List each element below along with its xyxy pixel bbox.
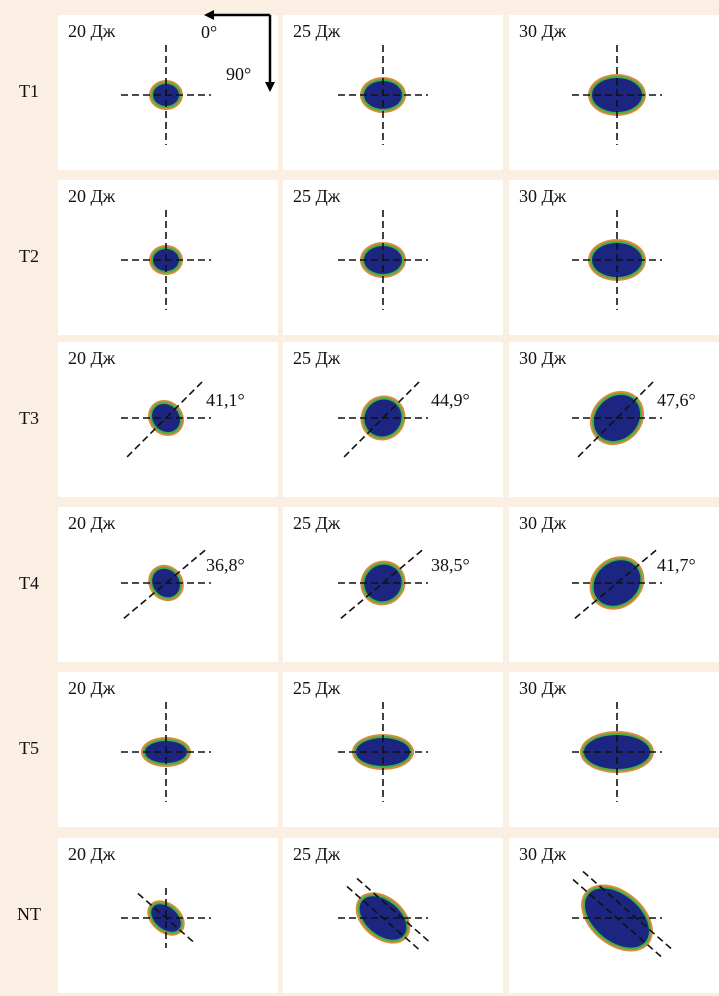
- figure: T120 Дж25 Дж30 ДжT220 Дж25 Дж30 ДжT320 Д…: [0, 0, 719, 996]
- image-panel: 20 Дж: [58, 15, 278, 170]
- panel-graphic: 25 Дж 44,9°: [283, 342, 503, 497]
- panel-graphic: 30 Дж 47,6°: [509, 342, 719, 497]
- energy-label: 25 Дж: [293, 513, 341, 533]
- energy-label: 25 Дж: [293, 678, 341, 698]
- image-panel: 25 Дж: [283, 180, 503, 335]
- panel-graphic: 30 Дж: [509, 838, 719, 993]
- energy-label: 30 Дж: [519, 348, 567, 368]
- image-panel: 25 Дж 44,9°: [283, 342, 503, 497]
- energy-label: 30 Дж: [519, 513, 567, 533]
- panel-graphic: 25 Дж 38,5°: [283, 507, 503, 662]
- image-panel: 20 Дж 41,1°: [58, 342, 278, 497]
- panel-graphic: 20 Дж: [58, 15, 278, 170]
- image-panel: 25 Дж: [283, 672, 503, 827]
- image-panel: 30 Дж: [509, 838, 719, 993]
- image-panel: 20 Дж 36,8°: [58, 507, 278, 662]
- panel-graphic: 30 Дж: [509, 672, 719, 827]
- energy-label: 25 Дж: [293, 844, 341, 864]
- panel-graphic: 25 Дж: [283, 15, 503, 170]
- panel-graphic: 20 Дж 41,1°: [58, 342, 278, 497]
- panel-graphic: 25 Дж: [283, 180, 503, 335]
- panel-graphic: 20 Дж: [58, 672, 278, 827]
- energy-label: 25 Дж: [293, 348, 341, 368]
- angle-label: 36,8°: [206, 555, 245, 575]
- energy-label: 20 Дж: [68, 844, 116, 864]
- row-label: T3: [0, 408, 58, 429]
- angle-label: 41,7°: [657, 555, 696, 575]
- panel-graphic: 20 Дж: [58, 838, 278, 993]
- energy-label: 30 Дж: [519, 186, 567, 206]
- angle-label: 47,6°: [657, 390, 696, 410]
- panel-graphic: 30 Дж: [509, 180, 719, 335]
- row-label: T4: [0, 573, 58, 594]
- image-panel: 30 Дж: [509, 15, 719, 170]
- image-panel: 20 Дж: [58, 180, 278, 335]
- energy-label: 20 Дж: [68, 513, 116, 533]
- image-panel: 25 Дж: [283, 15, 503, 170]
- row-label: T2: [0, 246, 58, 267]
- angle-label: 44,9°: [431, 390, 470, 410]
- angle-label: 38,5°: [431, 555, 470, 575]
- panel-graphic: 25 Дж: [283, 672, 503, 827]
- image-panel: 20 Дж: [58, 838, 278, 993]
- image-panel: 30 Дж: [509, 180, 719, 335]
- image-panel: 30 Дж 41,7°: [509, 507, 719, 662]
- energy-label: 20 Дж: [68, 186, 116, 206]
- image-panel: 30 Дж 47,6°: [509, 342, 719, 497]
- image-panel: 25 Дж 38,5°: [283, 507, 503, 662]
- energy-label: 20 Дж: [68, 678, 116, 698]
- energy-label: 30 Дж: [519, 21, 567, 41]
- image-panel: 20 Дж: [58, 672, 278, 827]
- panel-graphic: 20 Дж: [58, 180, 278, 335]
- energy-label: 30 Дж: [519, 844, 567, 864]
- panel-graphic: 30 Дж: [509, 15, 719, 170]
- energy-label: 20 Дж: [68, 21, 116, 41]
- angle-label: 41,1°: [206, 390, 245, 410]
- energy-label: 20 Дж: [68, 348, 116, 368]
- panel-graphic: 30 Дж 41,7°: [509, 507, 719, 662]
- image-panel: 30 Дж: [509, 672, 719, 827]
- energy-label: 25 Дж: [293, 21, 341, 41]
- row-label: T5: [0, 738, 58, 759]
- panel-graphic: 25 Дж: [283, 838, 503, 993]
- row-label: NT: [0, 904, 58, 925]
- panel-graphic: 20 Дж 36,8°: [58, 507, 278, 662]
- energy-label: 25 Дж: [293, 186, 341, 206]
- row-label: T1: [0, 81, 58, 102]
- energy-label: 30 Дж: [519, 678, 567, 698]
- image-panel: 25 Дж: [283, 838, 503, 993]
